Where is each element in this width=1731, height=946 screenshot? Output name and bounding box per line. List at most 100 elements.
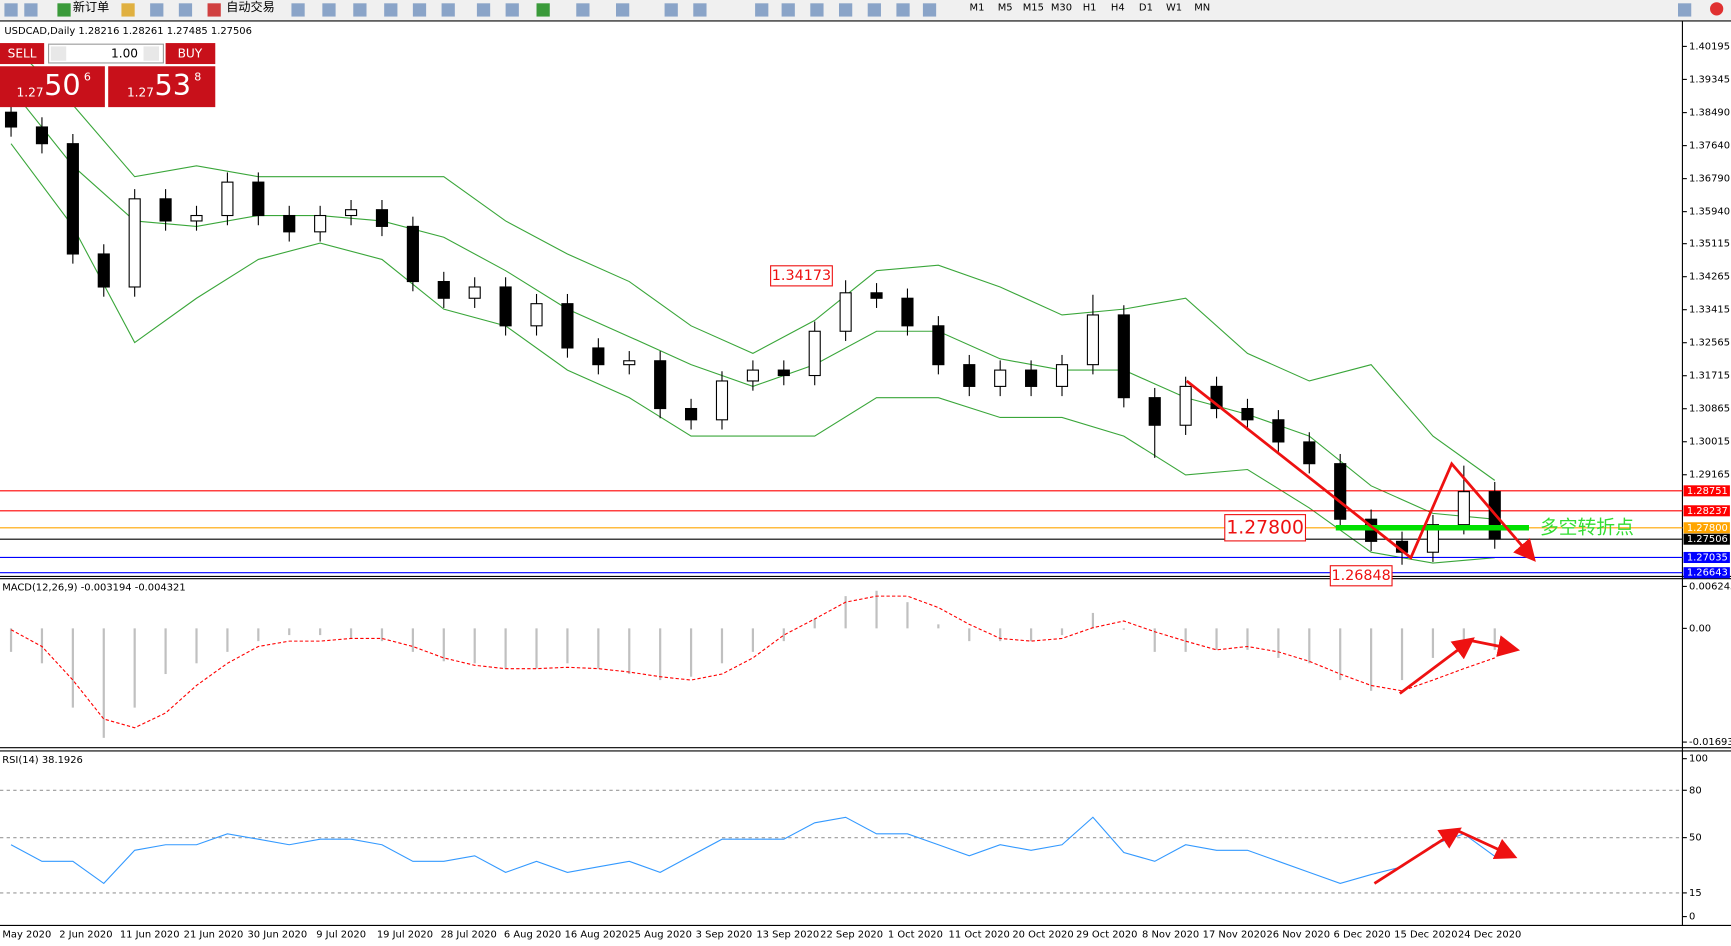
candle-body bbox=[97, 253, 110, 288]
trend-arrow bbox=[1185, 379, 1536, 562]
icon[interactable] bbox=[693, 3, 707, 17]
icon[interactable] bbox=[207, 3, 221, 17]
spin-down[interactable] bbox=[50, 46, 67, 61]
icon[interactable] bbox=[922, 3, 937, 17]
buy-button[interactable] bbox=[165, 43, 216, 65]
macd-bar bbox=[1153, 628, 1156, 652]
icon[interactable] bbox=[441, 3, 455, 17]
icon[interactable] bbox=[839, 3, 853, 17]
spin-up[interactable] bbox=[143, 46, 159, 61]
macd-signal bbox=[10, 595, 1495, 729]
icon[interactable] bbox=[178, 3, 193, 17]
timeframe[interactable]: MN bbox=[1194, 3, 1210, 14]
icon[interactable] bbox=[291, 3, 305, 17]
macd-bar bbox=[319, 628, 322, 636]
macd-bar bbox=[9, 628, 13, 652]
candle-body bbox=[1457, 491, 1470, 526]
candle-body bbox=[1303, 441, 1316, 465]
icon[interactable] bbox=[810, 3, 824, 17]
macd-bar bbox=[813, 618, 816, 629]
icon[interactable] bbox=[150, 3, 164, 17]
icon[interactable] bbox=[536, 3, 550, 17]
icon[interactable] bbox=[4, 3, 18, 17]
candle-body bbox=[592, 347, 605, 366]
bid-box[interactable] bbox=[0, 66, 105, 108]
macd-bar bbox=[1215, 628, 1218, 650]
macd-bar bbox=[288, 628, 291, 636]
toolbar-icons bbox=[4, 2, 1724, 17]
trend-arrow bbox=[1398, 637, 1475, 695]
sell-button[interactable] bbox=[0, 43, 45, 65]
macd-bar bbox=[597, 628, 600, 669]
timeframe[interactable]: M5 bbox=[998, 3, 1013, 14]
icon[interactable] bbox=[384, 3, 398, 17]
timeframe[interactable]: W1 bbox=[1166, 3, 1182, 14]
icon[interactable] bbox=[505, 3, 519, 17]
annotation-label: 1.26848 bbox=[1332, 568, 1391, 584]
icon[interactable] bbox=[412, 3, 427, 17]
icon[interactable] bbox=[781, 3, 795, 17]
macd-bar bbox=[875, 590, 878, 629]
x-tick-label: 30 Jun 2020 bbox=[247, 929, 307, 940]
alert-icon[interactable] bbox=[1710, 2, 1724, 16]
icon[interactable] bbox=[867, 3, 881, 17]
candle-body bbox=[468, 286, 481, 299]
timeframe[interactable]: H4 bbox=[1111, 3, 1125, 14]
macd-bar bbox=[504, 628, 507, 669]
icon[interactable] bbox=[896, 3, 910, 17]
new-order[interactable]: 新订单 bbox=[73, 0, 109, 14]
lots-value[interactable]: 1.00 bbox=[111, 47, 138, 61]
x-tick-label: 19 Jul 2020 bbox=[377, 929, 433, 940]
sell-label[interactable]: SELL bbox=[8, 47, 37, 61]
icon[interactable] bbox=[755, 3, 769, 17]
candle-body bbox=[777, 369, 790, 377]
trend-arrow bbox=[1470, 635, 1521, 657]
icon[interactable] bbox=[121, 3, 135, 17]
price-level-label: 1.27506 bbox=[1687, 534, 1728, 545]
y-tick-label: 1.29165 bbox=[1689, 470, 1730, 481]
x-tick-label: 24 Dec 2020 bbox=[1458, 929, 1521, 940]
x-tick-label: 4 May 2020 bbox=[0, 929, 51, 940]
timeframe[interactable]: M30 bbox=[1051, 3, 1072, 14]
timeframe[interactable]: M1 bbox=[970, 3, 985, 14]
lots-input[interactable] bbox=[48, 43, 164, 64]
candle-body bbox=[406, 225, 419, 283]
x-tick-label: 16 Aug 2020 bbox=[565, 929, 629, 940]
macd-bar bbox=[1122, 628, 1125, 630]
price-level-box bbox=[1683, 551, 1730, 563]
ask-box[interactable] bbox=[108, 66, 216, 108]
icon[interactable] bbox=[476, 3, 491, 17]
timeframe[interactable]: M15 bbox=[1023, 3, 1044, 14]
timeframe[interactable]: D1 bbox=[1139, 3, 1153, 14]
buy-label[interactable]: BUY bbox=[178, 47, 203, 61]
icon[interactable] bbox=[576, 3, 590, 17]
turning-point-note: 多空转折点 bbox=[1540, 516, 1634, 538]
indicator-header: RSI(14) 38.1926 bbox=[2, 755, 83, 766]
icon[interactable] bbox=[322, 3, 336, 17]
x-tick-label: 11 Oct 2020 bbox=[949, 929, 1010, 940]
x-tick-label: 28 Jul 2020 bbox=[441, 929, 497, 940]
icon[interactable] bbox=[1678, 3, 1692, 17]
macd-bar bbox=[164, 628, 167, 675]
icon[interactable] bbox=[616, 3, 630, 17]
ask-big: 1.27 bbox=[127, 85, 154, 99]
y-tick-label: 1.35115 bbox=[1689, 239, 1730, 250]
macd-bar bbox=[689, 628, 693, 677]
auto-trading[interactable]: 自动交易 bbox=[226, 0, 275, 14]
macd-bar bbox=[782, 628, 785, 642]
bid-big: 1.27 bbox=[17, 85, 44, 99]
icon[interactable] bbox=[664, 3, 678, 17]
timeframe[interactable]: H1 bbox=[1083, 3, 1097, 14]
y-tick-label: 1.34265 bbox=[1689, 272, 1730, 283]
candle-body bbox=[283, 214, 296, 233]
icon[interactable] bbox=[353, 3, 367, 17]
trend-arrow bbox=[1373, 827, 1462, 885]
candle-body bbox=[654, 360, 667, 410]
macd-bar bbox=[102, 628, 105, 738]
icon[interactable] bbox=[24, 3, 38, 17]
y-tick-label: 1.35940 bbox=[1689, 207, 1730, 218]
icon[interactable] bbox=[57, 3, 71, 17]
